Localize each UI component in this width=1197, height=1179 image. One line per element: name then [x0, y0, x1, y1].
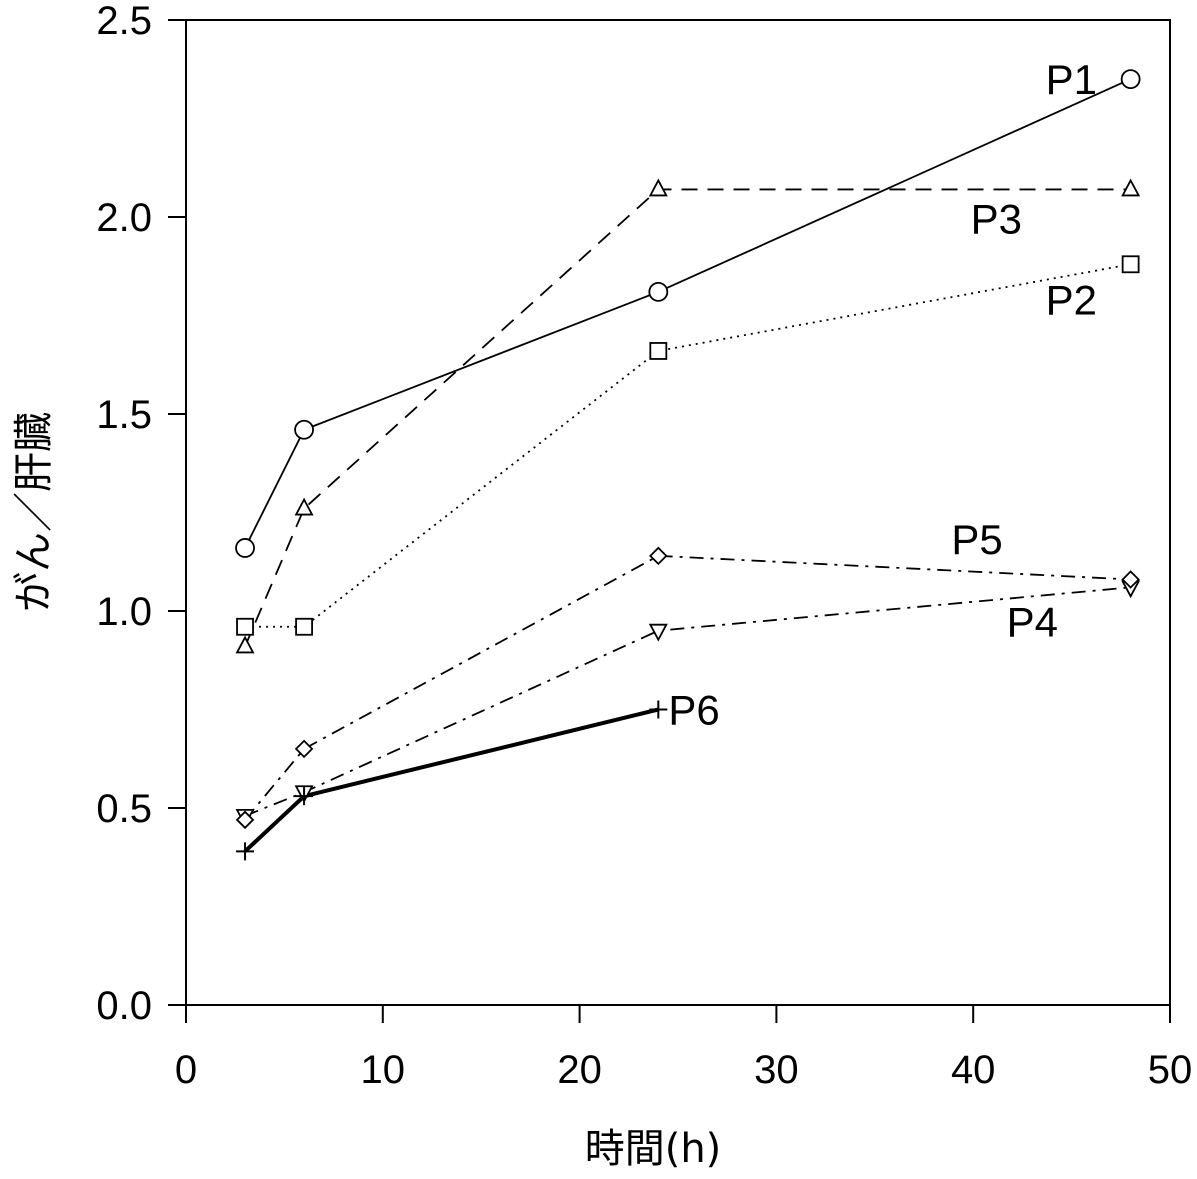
p3-point	[235, 635, 255, 654]
series-line-p6	[243, 707, 659, 853]
series-label-p5: P5	[951, 516, 1002, 563]
p1-point	[648, 281, 669, 302]
x-tick-label: 40	[951, 1048, 996, 1092]
p5-point	[649, 546, 668, 566]
p2-point	[649, 342, 668, 360]
p6-point	[649, 700, 668, 719]
x-tick-label: 10	[361, 1048, 406, 1092]
p5-point	[1121, 570, 1140, 589]
y-tick-label: 1.5	[96, 393, 152, 437]
series-line-p4	[244, 586, 1131, 817]
series-label-p3: P3	[971, 195, 1022, 242]
series-label-p6: P6	[668, 687, 719, 734]
y-tick-label: 0.5	[96, 787, 152, 831]
x-axis-title: 時間(h)	[585, 1126, 722, 1172]
plot-frame	[185, 19, 1171, 1006]
p6-point	[295, 787, 314, 806]
series-line-p3	[244, 188, 1131, 647]
p5-point	[294, 739, 314, 759]
series-line-p1	[244, 78, 1132, 549]
p2-point	[295, 617, 313, 636]
p6-point	[236, 842, 255, 861]
p3-point	[1121, 178, 1141, 197]
y-tick-label: 1.0	[96, 590, 152, 634]
y-axis-title: がん／肝臓	[11, 412, 57, 612]
p3-point	[294, 497, 314, 516]
x-tick-label: 0	[175, 1048, 197, 1092]
series-label-p1: P1	[1046, 56, 1097, 103]
p1-point	[1120, 69, 1141, 89]
series-line-p2	[245, 263, 1131, 628]
p1-point	[294, 419, 314, 440]
p4-point	[648, 623, 668, 642]
p2-point	[1121, 255, 1140, 274]
y-tick-label: 0.0	[96, 984, 152, 1028]
p3-point	[648, 178, 668, 197]
y-tick-label: 2.0	[96, 196, 152, 240]
series-label-p2: P2	[1046, 276, 1097, 323]
x-tick-label: 30	[754, 1048, 799, 1092]
p2-point	[236, 617, 254, 636]
x-tick-label: 20	[557, 1048, 602, 1092]
p5-point	[235, 810, 255, 830]
series-label-p4: P4	[1007, 598, 1058, 645]
y-tick-label: 2.5	[96, 0, 152, 43]
p1-point	[235, 538, 255, 558]
x-tick-label: 50	[1148, 1048, 1193, 1092]
